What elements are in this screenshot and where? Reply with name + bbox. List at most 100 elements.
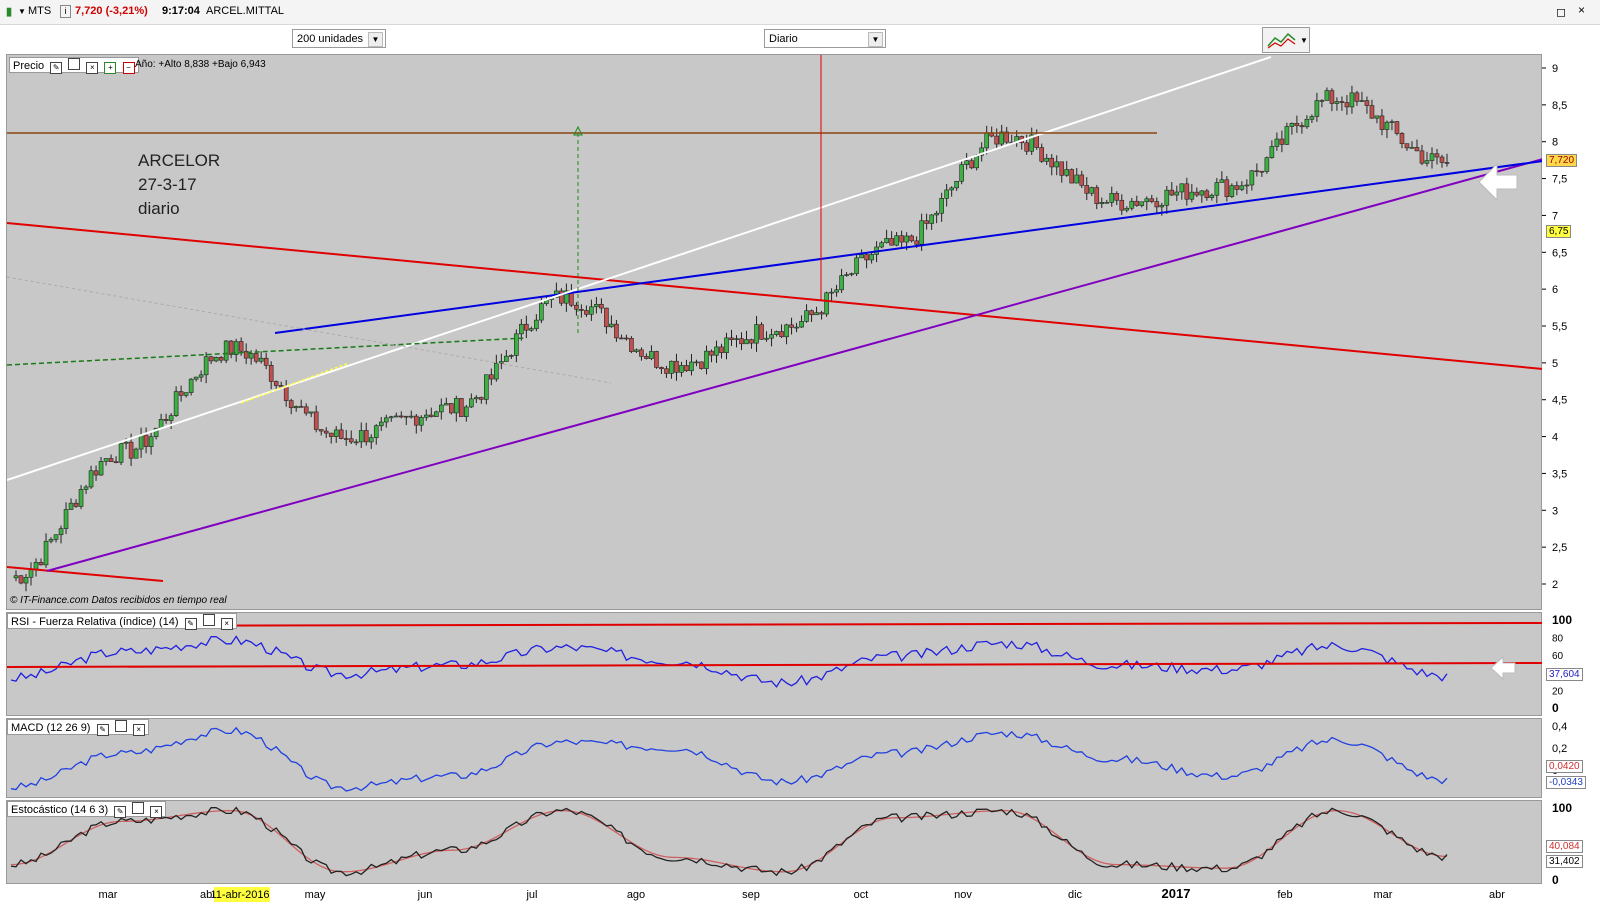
candle-body <box>974 154 979 169</box>
close-icon[interactable]: × <box>86 62 99 74</box>
candle-body <box>574 304 579 310</box>
candle-body <box>999 131 1004 145</box>
close-icon[interactable]: × <box>1578 3 1586 17</box>
candle-body <box>1384 121 1390 130</box>
add-indicator-icon[interactable]: + <box>104 62 117 74</box>
candle-body <box>1044 157 1050 162</box>
period-select[interactable]: Diario ▼ <box>764 29 886 48</box>
candle-body <box>1024 142 1030 152</box>
info-icon[interactable]: i <box>60 5 71 18</box>
candle-body <box>1139 201 1145 206</box>
candle-body <box>1114 193 1120 201</box>
rsi-overbought-line <box>7 622 1543 627</box>
white-channel-line <box>7 56 1272 481</box>
svg-text:▼: ▼ <box>1300 36 1308 45</box>
close-icon[interactable]: × <box>150 806 163 818</box>
candle-body <box>454 398 459 414</box>
chart-type-icon: ▼ <box>1267 32 1308 49</box>
candle-body <box>714 346 719 356</box>
window-icon[interactable] <box>202 614 215 626</box>
candle-body <box>924 220 929 224</box>
candle-body <box>834 289 839 293</box>
close-icon[interactable]: × <box>220 618 233 630</box>
candle-body <box>423 414 429 418</box>
candle-body <box>418 416 424 426</box>
month-label: oct <box>854 889 869 901</box>
candle-body <box>884 238 889 244</box>
candle-body <box>1069 169 1075 184</box>
candle-body <box>108 458 114 463</box>
candle-body <box>1364 100 1370 106</box>
candle-body <box>919 220 924 245</box>
window-icon[interactable] <box>132 802 145 814</box>
candle-body <box>118 442 124 463</box>
candle-body <box>1129 200 1135 209</box>
candle-body <box>1264 157 1270 172</box>
macd-chart <box>10 726 1448 792</box>
candle-body <box>659 367 664 370</box>
candle-body <box>263 357 269 366</box>
candle-body <box>1029 134 1035 152</box>
candle-body <box>629 338 634 352</box>
period-value: Diario <box>769 33 798 45</box>
candle-body <box>1064 169 1070 176</box>
candle-body <box>1309 116 1315 120</box>
instrument-name: ARCEL.MITTAL <box>206 5 285 17</box>
candle-body <box>824 292 829 315</box>
candle-body <box>258 357 264 362</box>
candle-body <box>1229 185 1235 197</box>
candle-body <box>624 337 629 340</box>
chart-type-button[interactable]: ▼ <box>1262 27 1310 53</box>
candle-body <box>689 361 694 372</box>
month-label: may <box>305 889 326 901</box>
restore-icon[interactable]: ◻ <box>1556 5 1566 19</box>
candle-body <box>1154 201 1160 208</box>
candle-body <box>358 430 364 443</box>
chevron-down-icon[interactable]: ▼ <box>868 32 883 47</box>
window-icon[interactable] <box>68 58 81 70</box>
candle-body <box>1394 121 1400 134</box>
date-cursor-label: 11-abr-2016 <box>210 889 269 901</box>
chevron-down-icon[interactable]: ▼ <box>368 32 383 47</box>
candle-body <box>1134 200 1140 206</box>
annotation-line-1: ARCELOR <box>138 151 221 170</box>
menu-dropdown-icon[interactable]: ▼ <box>18 7 26 16</box>
red-short-line <box>7 566 164 582</box>
candle-body <box>614 323 619 339</box>
candle-body <box>929 214 934 224</box>
rsi-value-box: 37,604 <box>1546 668 1583 681</box>
candle-body <box>1399 133 1405 144</box>
remove-indicator-icon[interactable]: − <box>122 62 135 74</box>
close-icon[interactable]: × <box>132 724 145 736</box>
wrench-icon[interactable]: ✎ <box>50 62 63 74</box>
candle-body <box>774 331 779 335</box>
candle-body <box>939 198 944 214</box>
title-bar: ▮ ▼ MTS i 7,720 (-3,21%) 9:17:04 ARCEL.M… <box>0 0 1600 25</box>
month-label: abr <box>1489 889 1505 901</box>
units-select[interactable]: 200 unidades ▼ <box>292 29 386 48</box>
wrench-icon[interactable]: ✎ <box>114 806 127 818</box>
candle-body <box>313 411 319 430</box>
candle-body <box>639 349 644 357</box>
candle-body <box>1389 121 1395 123</box>
candle-body <box>238 341 244 352</box>
wrench-icon[interactable]: ✎ <box>96 724 109 736</box>
candle-body <box>383 417 389 423</box>
candle-body <box>684 365 689 372</box>
candle-body <box>1424 160 1430 164</box>
candle-body <box>1199 190 1205 196</box>
price-tick-label: 2,5 <box>1552 542 1567 554</box>
price-tick-label: 5,5 <box>1552 321 1567 333</box>
candle-body <box>1319 100 1325 102</box>
candle-body <box>534 319 539 329</box>
candle-body <box>859 254 864 259</box>
wrench-icon[interactable]: ✎ <box>184 618 197 630</box>
window-icon[interactable] <box>114 720 127 732</box>
candle-body <box>1279 138 1285 145</box>
macd-panel-title: MACD (12 26 9) ✎ × <box>7 719 149 736</box>
price-tick-label: 9 <box>1552 63 1558 75</box>
candle-body <box>514 333 519 356</box>
blue-support-line <box>274 160 1543 334</box>
candle-body <box>438 404 444 413</box>
candle-body <box>243 350 249 359</box>
